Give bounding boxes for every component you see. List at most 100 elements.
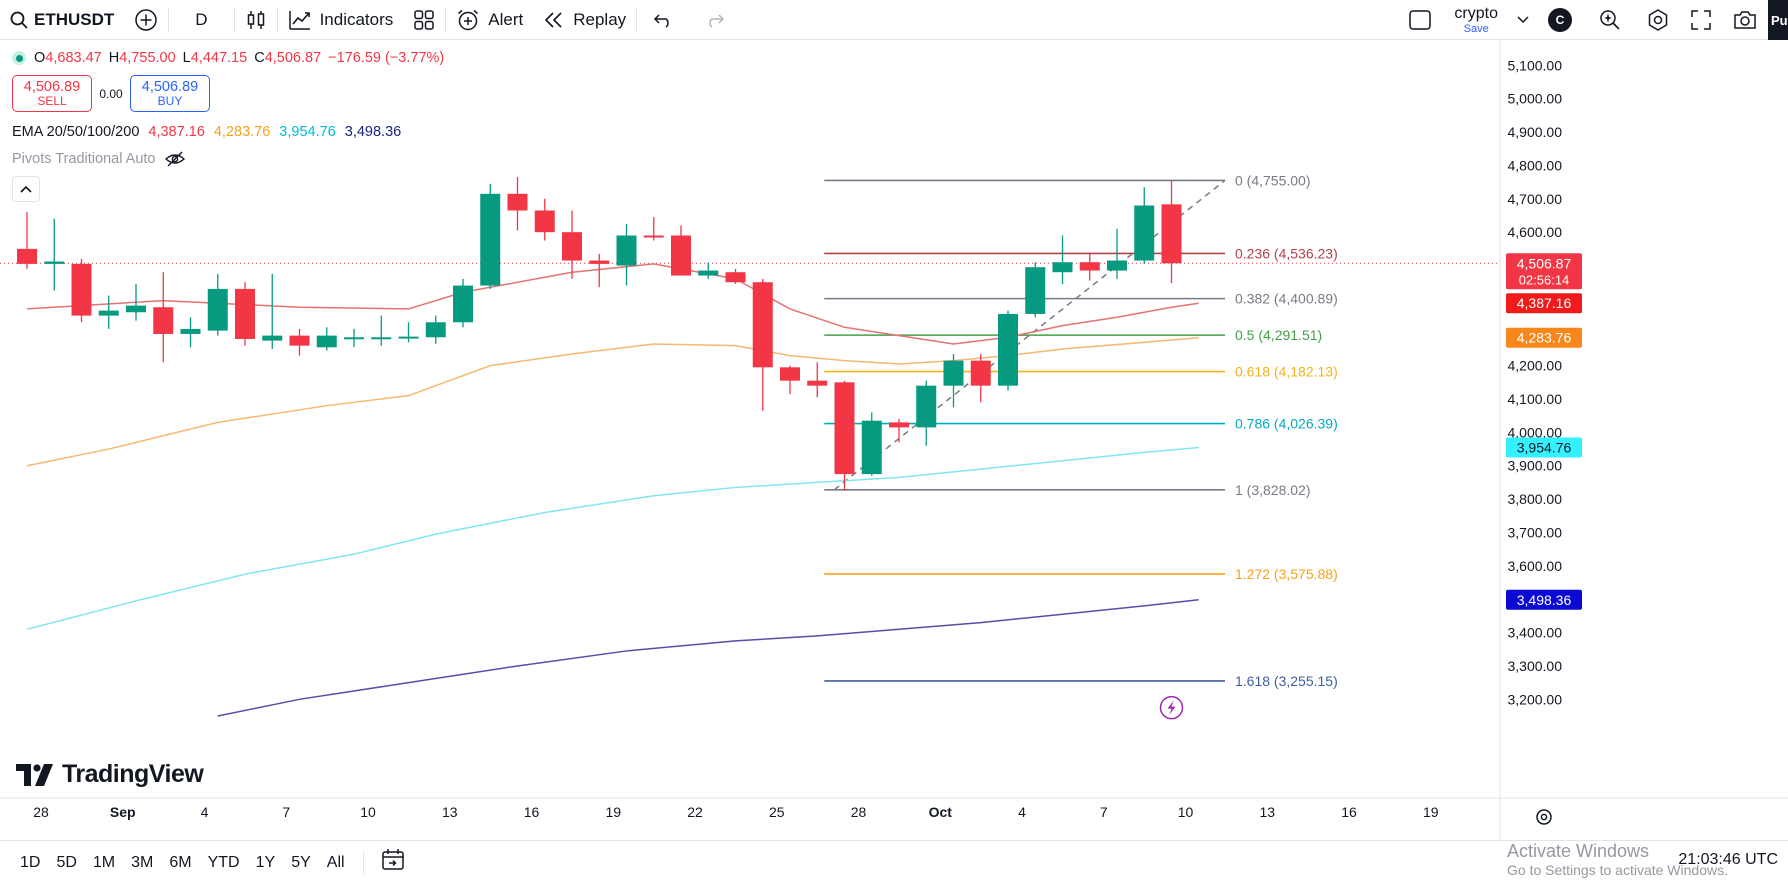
candle [589, 253, 610, 288]
candle-body [371, 337, 392, 340]
undo-button[interactable] [637, 0, 689, 40]
candle-body [752, 282, 773, 368]
price-tick-label: 3,300.00 [1508, 658, 1563, 674]
price-tick-label: 4,600.00 [1508, 224, 1563, 240]
range-5d[interactable]: 5D [56, 853, 77, 871]
alert-button[interactable]: Alert [446, 0, 533, 40]
range-1y[interactable]: 1Y [255, 853, 276, 871]
publish-label: Pu [1771, 12, 1788, 28]
redo-button[interactable] [689, 0, 741, 40]
range-ytd[interactable]: YTD [207, 853, 240, 871]
sell-button[interactable]: 4,506.89 SELL [12, 75, 92, 112]
price-tick-label: 4,200.00 [1508, 358, 1563, 374]
ema-legend[interactable]: EMA 20/50/100/200 4,387.16 4,283.76 3,95… [12, 121, 451, 143]
range-5y[interactable]: 5Y [291, 853, 311, 871]
candle [316, 327, 337, 351]
fullscreen-button[interactable] [1680, 0, 1722, 40]
buy-price: 4,506.89 [141, 78, 199, 95]
candle [1161, 180, 1182, 284]
time-tick-label: 10 [360, 804, 376, 820]
range-1m[interactable]: 1M [92, 853, 116, 871]
layout-title: crypto [1454, 4, 1498, 22]
time-tick-label: 7 [282, 804, 290, 820]
goto-date-button[interactable] [374, 848, 412, 877]
candle [1052, 235, 1073, 284]
search-spark-icon [1600, 10, 1620, 30]
candle-body [671, 235, 691, 276]
publish-button[interactable]: Pu [1768, 0, 1788, 40]
candle-body [289, 335, 310, 346]
user-avatar-button[interactable]: C [1536, 0, 1584, 40]
price-tick-label: 3,400.00 [1508, 625, 1563, 641]
price-tick-label: 4,800.00 [1508, 157, 1563, 173]
candle-body [1161, 204, 1182, 264]
time-tick-label: 13 [442, 804, 458, 820]
ema100-value: 3,954.76 [279, 124, 336, 140]
time-tick-label: 16 [524, 804, 540, 820]
axis-settings-icon [1536, 809, 1552, 825]
candle [44, 218, 65, 291]
symbol-search[interactable]: ETHUSDT [0, 0, 124, 40]
pivots-legend[interactable]: Pivots Traditional Auto [12, 148, 451, 170]
candle [262, 273, 283, 349]
toolbar-right: crypto Save C Pu [1398, 0, 1788, 40]
ema50-value: 4,283.76 [213, 124, 271, 140]
collapse-legend-button[interactable] [12, 176, 40, 202]
chart-type-button[interactable] [235, 0, 277, 40]
time-tick-label: 13 [1259, 804, 1275, 820]
candle-body [453, 285, 473, 323]
timezone-clock[interactable]: 21:03:46 UTC [1678, 851, 1778, 868]
trade-buttons: 4,506.89 SELL 0.00 4,506.89 BUY [12, 75, 451, 112]
time-tick-label: 28 [33, 804, 49, 820]
high-value: 4,755.00 [119, 50, 176, 66]
range-6m[interactable]: 6M [169, 853, 192, 871]
candle [480, 183, 501, 289]
tradingview-watermark[interactable]: TradingView [16, 760, 204, 789]
settings-button[interactable] [1636, 0, 1680, 40]
price-tag-bg [1506, 327, 1582, 348]
buy-button[interactable]: 4,506.89 BUY [130, 75, 210, 112]
ema200-line [217, 599, 1199, 717]
templates-button[interactable] [403, 0, 445, 40]
layout-menu-button[interactable] [1510, 0, 1536, 40]
candle-body [643, 235, 664, 238]
candle-body [71, 263, 92, 316]
candle [534, 198, 555, 241]
chevron-up-icon [20, 185, 32, 193]
range-1d[interactable]: 1D [20, 853, 41, 871]
compare-button[interactable] [124, 0, 168, 40]
range-all[interactable]: All [326, 853, 345, 871]
layout-save[interactable]: Save [1463, 22, 1489, 35]
price-chart[interactable]: 3,200.003,300.003,400.003,500.003,600.00… [0, 40, 1788, 840]
layout-name[interactable]: crypto Save [1454, 4, 1498, 35]
price-tag-bg [1506, 437, 1582, 458]
select-layout-checkbox[interactable] [1398, 0, 1442, 40]
eye-off-icon[interactable] [165, 151, 186, 167]
replay-button[interactable]: Replay [533, 0, 636, 40]
candle-body [1079, 262, 1100, 271]
candle [207, 273, 228, 336]
candle [1107, 228, 1127, 279]
candle-body [998, 313, 1018, 386]
candle-body [1134, 205, 1155, 261]
candle [943, 353, 964, 408]
candle-body [425, 322, 446, 338]
axis-settings-hub [1540, 813, 1548, 821]
candle-body [262, 335, 283, 341]
indicators-label: Indicators [319, 9, 394, 29]
price-tick-label: 5,000.00 [1508, 91, 1563, 107]
interval-button[interactable]: D [169, 0, 233, 40]
candle-body [207, 288, 228, 331]
candle-body [1052, 262, 1073, 273]
candle-body [725, 272, 746, 283]
price-tag-label: 4,387.16 [1517, 295, 1572, 311]
candle [1079, 253, 1100, 281]
candle [780, 365, 800, 395]
fib-level-label: 0.382 (4,400.89) [1235, 291, 1338, 307]
redo-icon [709, 13, 725, 28]
candle [126, 283, 146, 321]
indicators-button[interactable]: Indicators [278, 0, 404, 40]
snapshot-button[interactable] [1722, 0, 1768, 40]
quick-search-button[interactable] [1584, 0, 1636, 40]
range-3m[interactable]: 3M [131, 853, 154, 871]
